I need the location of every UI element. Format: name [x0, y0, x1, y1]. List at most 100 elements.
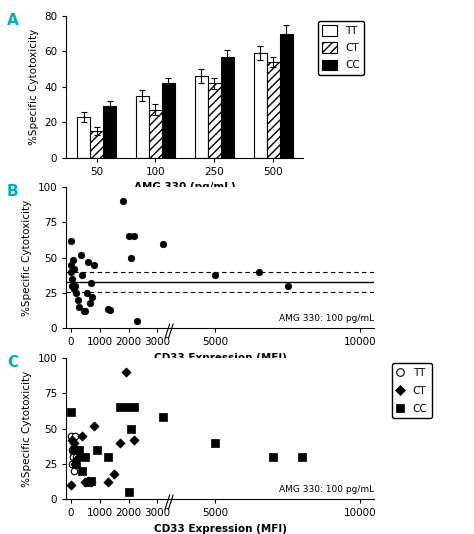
Text: AMG 330: 100 pg/mL: AMG 330: 100 pg/mL [279, 314, 374, 323]
Point [68, 268, 75, 276]
Point [74, 296, 82, 304]
CT [79, 431, 86, 440]
CT [68, 436, 76, 444]
Text: C: C [7, 355, 18, 370]
Point [211, 270, 219, 279]
Point [77, 250, 85, 259]
Y-axis label: %Specific Cytotoxicity: %Specific Cytotoxicity [22, 200, 32, 316]
Bar [254, 53, 267, 158]
Point [70, 265, 77, 273]
Point [255, 268, 263, 276]
CT [67, 481, 75, 489]
Bar [195, 76, 208, 158]
CT [116, 438, 124, 447]
Bar [149, 110, 162, 158]
Point [86, 299, 93, 307]
Bar [136, 96, 149, 158]
Point [67, 237, 74, 245]
Y-axis label: %Specific Cytotoxicity: %Specific Cytotoxicity [28, 29, 39, 145]
Point [75, 303, 83, 311]
Point [125, 232, 132, 241]
CT [75, 452, 83, 461]
TT [69, 452, 77, 461]
Point [83, 289, 91, 297]
Point [84, 257, 92, 266]
CT [104, 478, 112, 486]
CC [104, 452, 112, 461]
X-axis label: AMG 330 (pg/mL): AMG 330 (pg/mL) [134, 182, 236, 192]
CC [73, 460, 80, 468]
CT [73, 456, 80, 464]
X-axis label: CD33 Expression (MFI): CD33 Expression (MFI) [154, 353, 287, 363]
CT [122, 367, 129, 376]
Point [90, 261, 98, 269]
CT [84, 477, 92, 485]
Text: A: A [7, 13, 19, 28]
Point [119, 197, 127, 205]
TT [70, 467, 77, 475]
X-axis label: CD33 Expression (MFI): CD33 Expression (MFI) [154, 524, 287, 534]
Text: AMG 330: 100 pg/mL: AMG 330: 100 pg/mL [279, 485, 374, 493]
Point [104, 304, 112, 313]
Point [284, 282, 292, 290]
CC [75, 445, 83, 454]
CC [269, 452, 277, 461]
TT [68, 460, 76, 468]
TT [71, 431, 79, 440]
Point [72, 282, 79, 290]
Point [87, 279, 95, 287]
Bar [280, 34, 292, 158]
CC [298, 452, 306, 461]
Point [106, 306, 114, 315]
CT [110, 469, 118, 478]
Bar [267, 62, 280, 158]
Point [67, 261, 75, 269]
CC [211, 438, 219, 447]
Bar [77, 117, 90, 158]
TT [68, 445, 75, 454]
CT [87, 478, 95, 486]
Point [69, 282, 76, 290]
CC [87, 477, 95, 485]
Point [73, 289, 80, 297]
CC [82, 452, 89, 461]
Point [69, 256, 77, 265]
CC [67, 407, 75, 416]
Bar [208, 83, 221, 158]
Point [128, 253, 135, 262]
Bar [221, 57, 234, 158]
Text: B: B [7, 184, 19, 199]
CC [93, 445, 100, 454]
Point [79, 270, 86, 279]
CC [125, 488, 132, 497]
Legend: TT, CT, CC: TT, CT, CC [318, 21, 364, 75]
Bar [90, 131, 103, 158]
Point [134, 317, 141, 326]
CC [130, 403, 138, 412]
CC [116, 403, 124, 412]
CT [71, 460, 79, 468]
Point [82, 307, 89, 316]
TT [73, 452, 80, 461]
Point [71, 285, 78, 293]
CC [70, 445, 77, 454]
Point [130, 232, 138, 241]
Bar [103, 106, 116, 158]
Point [68, 274, 76, 283]
Point [80, 307, 88, 316]
CC [159, 413, 167, 421]
CT [82, 478, 89, 486]
CC [122, 403, 129, 412]
Point [89, 293, 96, 302]
TT [67, 431, 75, 440]
CC [79, 467, 86, 475]
Point [159, 239, 167, 248]
CT [130, 436, 138, 444]
Y-axis label: %Specific Cytotoxicity: %Specific Cytotoxicity [22, 371, 32, 486]
Legend: TT, CT, CC: TT, CT, CC [392, 363, 432, 419]
CC [128, 424, 135, 433]
CC [84, 478, 92, 486]
CT [90, 421, 98, 430]
Bar [162, 83, 175, 158]
CT [70, 438, 77, 447]
